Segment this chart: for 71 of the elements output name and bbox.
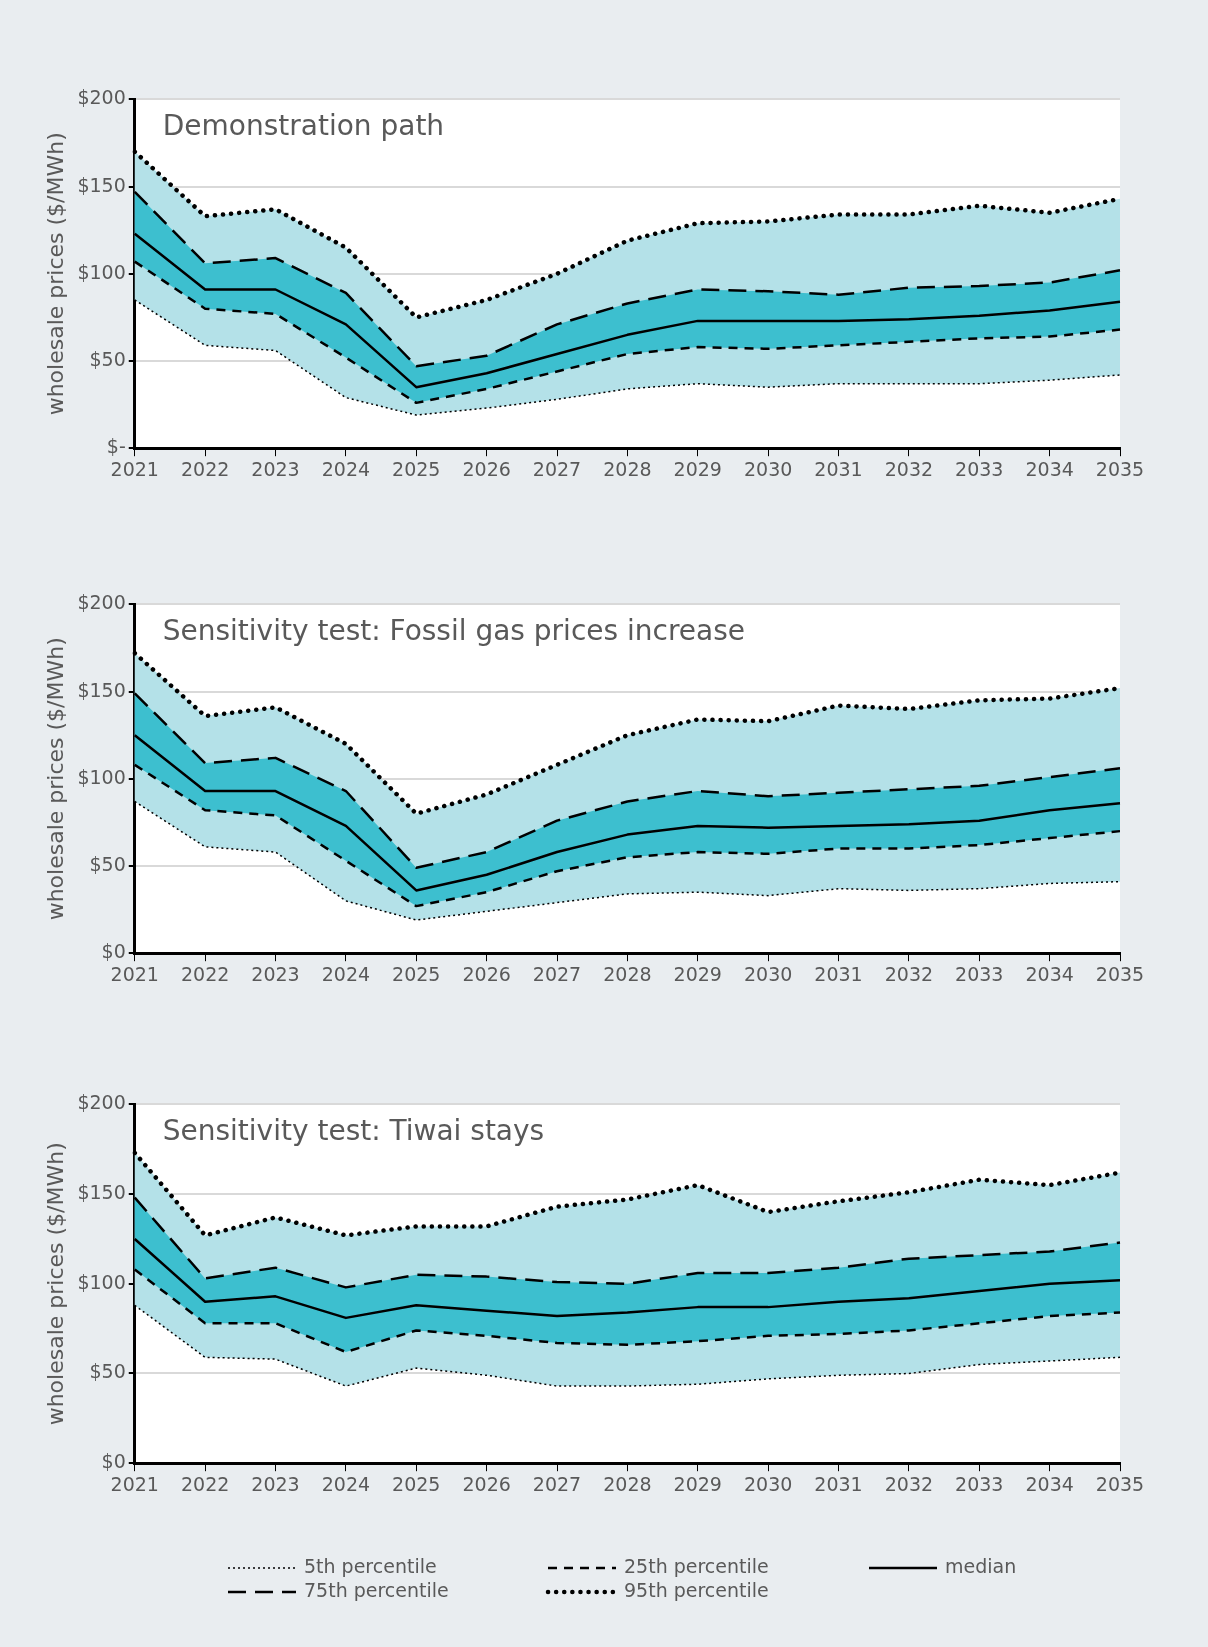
x-tick-label: 2026 [462, 457, 511, 480]
x-tick-label: 2028 [603, 962, 652, 985]
x-tick-label: 2027 [532, 962, 582, 985]
x-tick-label: 2032 [884, 962, 934, 985]
y-tick-label: $50 [89, 1360, 126, 1383]
legend-label: median [945, 1554, 1017, 1577]
x-tick-label: 2032 [884, 457, 934, 480]
y-axis-title: wholesale prices ($/MWh) [42, 1142, 68, 1426]
legend-label: 75th percentile [304, 1578, 449, 1601]
x-tick-label: 2026 [462, 962, 511, 985]
chart-title: Demonstration path [162, 108, 445, 142]
x-tick-label: 2029 [673, 962, 722, 985]
x-tick-label: 2026 [462, 1472, 511, 1495]
legend-label: 25th percentile [624, 1554, 769, 1577]
x-tick-label: 2028 [603, 457, 652, 480]
y-tick-label: $50 [89, 347, 126, 370]
legend-label: 5th percentile [304, 1554, 437, 1577]
legend-label: 95th percentile [624, 1578, 769, 1601]
x-tick-label: 2031 [814, 1472, 863, 1495]
x-tick-label: 2025 [392, 457, 441, 480]
y-tick-label: $0 [101, 1450, 126, 1473]
x-tick-label: 2034 [1025, 1472, 1074, 1495]
y-tick-label: $200 [77, 86, 126, 109]
y-tick-label: $150 [77, 173, 126, 196]
x-tick-label: 2024 [321, 457, 371, 480]
x-tick-label: 2030 [743, 1472, 793, 1495]
x-tick-label: 2035 [1095, 457, 1145, 480]
x-tick-label: 2022 [180, 1472, 230, 1495]
x-tick-label: 2022 [180, 962, 230, 985]
x-tick-label: 2021 [110, 1472, 159, 1495]
x-tick-label: 2024 [321, 1472, 371, 1495]
x-tick-label: 2023 [251, 962, 300, 985]
x-tick-label: 2027 [532, 457, 582, 480]
y-tick-label: $50 [89, 852, 126, 875]
x-tick-label: 2027 [532, 1472, 582, 1495]
chart-title: Sensitivity test: Tiwai stays [162, 1113, 545, 1147]
x-tick-label: 2030 [743, 457, 793, 480]
x-tick-label: 2032 [884, 1472, 934, 1495]
x-tick-label: 2033 [955, 962, 1004, 985]
x-tick-label: 2031 [814, 457, 863, 480]
x-tick-label: 2034 [1025, 457, 1074, 480]
x-tick-label: 2023 [251, 457, 300, 480]
x-tick-label: 2021 [110, 457, 159, 480]
x-tick-label: 2033 [955, 1472, 1004, 1495]
y-tick-label: $200 [77, 1091, 126, 1114]
x-tick-label: 2021 [110, 962, 159, 985]
x-tick-label: 2023 [251, 1472, 300, 1495]
x-tick-label: 2034 [1025, 962, 1074, 985]
y-tick-label: $150 [77, 678, 126, 701]
x-tick-label: 2025 [392, 1472, 441, 1495]
x-tick-label: 2024 [321, 962, 371, 985]
y-tick-label: $100 [77, 765, 126, 788]
x-tick-label: 2029 [673, 457, 722, 480]
y-axis-title: wholesale prices ($/MWh) [42, 132, 68, 416]
y-tick-label: $- [106, 435, 126, 458]
x-tick-label: 2035 [1095, 962, 1145, 985]
x-tick-label: 2025 [392, 962, 441, 985]
x-tick-label: 2028 [603, 1472, 652, 1495]
x-tick-label: 2035 [1095, 1472, 1145, 1495]
x-tick-label: 2022 [180, 457, 230, 480]
chart-title: Sensitivity test: Fossil gas prices increase [162, 613, 746, 647]
y-tick-label: $150 [77, 1181, 126, 1204]
y-tick-label: $200 [77, 591, 126, 614]
y-tick-label: $100 [77, 260, 126, 283]
x-tick-label: 2031 [814, 962, 863, 985]
x-tick-label: 2033 [955, 457, 1004, 480]
y-axis-title: wholesale prices ($/MWh) [42, 637, 68, 921]
x-tick-label: 2029 [673, 1472, 722, 1495]
y-tick-label: $100 [77, 1270, 126, 1293]
x-tick-label: 2030 [743, 962, 793, 985]
y-tick-label: $0 [101, 940, 126, 963]
